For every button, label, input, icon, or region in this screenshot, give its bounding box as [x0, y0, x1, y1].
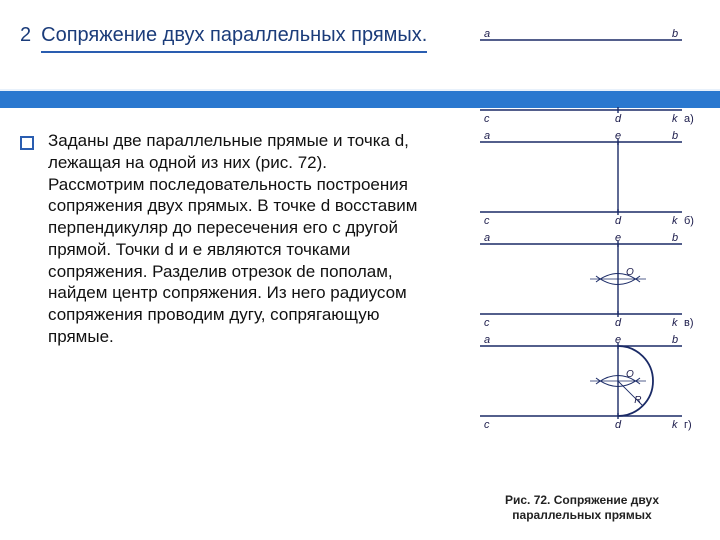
- svg-text:a): a): [684, 113, 694, 125]
- svg-text:в): в): [684, 317, 694, 329]
- svg-text:d: d: [615, 113, 622, 125]
- figure-caption: Рис. 72. Сопряжение двух параллельных пр…: [478, 493, 686, 522]
- svg-text:d: d: [615, 317, 622, 329]
- figure-svg: abcdka)aebcdkб)aebcdkOв)aebcdkORг): [468, 10, 696, 520]
- svg-text:b: b: [672, 130, 678, 142]
- svg-text:c: c: [484, 419, 490, 431]
- svg-text:б): б): [684, 215, 694, 227]
- svg-text:k: k: [672, 317, 678, 329]
- svg-text:d: d: [615, 215, 622, 227]
- figure-72: abcdka)aebcdkб)aebcdkOв)aebcdkORг): [468, 10, 696, 520]
- body-text: Заданы две параллельные прямые и точка d…: [48, 130, 420, 348]
- svg-text:k: k: [672, 113, 678, 125]
- svg-text:O: O: [626, 369, 634, 380]
- svg-text:d: d: [615, 419, 622, 431]
- svg-text:a: a: [484, 28, 490, 40]
- svg-text:a: a: [484, 232, 490, 244]
- svg-text:a: a: [484, 130, 490, 142]
- svg-text:г): г): [684, 419, 692, 431]
- svg-text:k: k: [672, 215, 678, 227]
- svg-text:b: b: [672, 28, 678, 40]
- svg-text:c: c: [484, 113, 490, 125]
- svg-text:a: a: [484, 334, 490, 346]
- svg-text:b: b: [672, 334, 678, 346]
- title-text: Сопряжение двух параллельных прямых.: [41, 24, 427, 53]
- svg-text:b: b: [672, 232, 678, 244]
- title-number: 2: [20, 24, 31, 47]
- svg-text:R: R: [634, 395, 641, 406]
- bullet-icon: [20, 136, 34, 150]
- svg-text:k: k: [672, 419, 678, 431]
- body-content: Заданы две параллельные прямые и точка d…: [20, 130, 420, 348]
- svg-text:c: c: [484, 215, 490, 227]
- svg-text:O: O: [626, 267, 634, 278]
- svg-text:c: c: [484, 317, 490, 329]
